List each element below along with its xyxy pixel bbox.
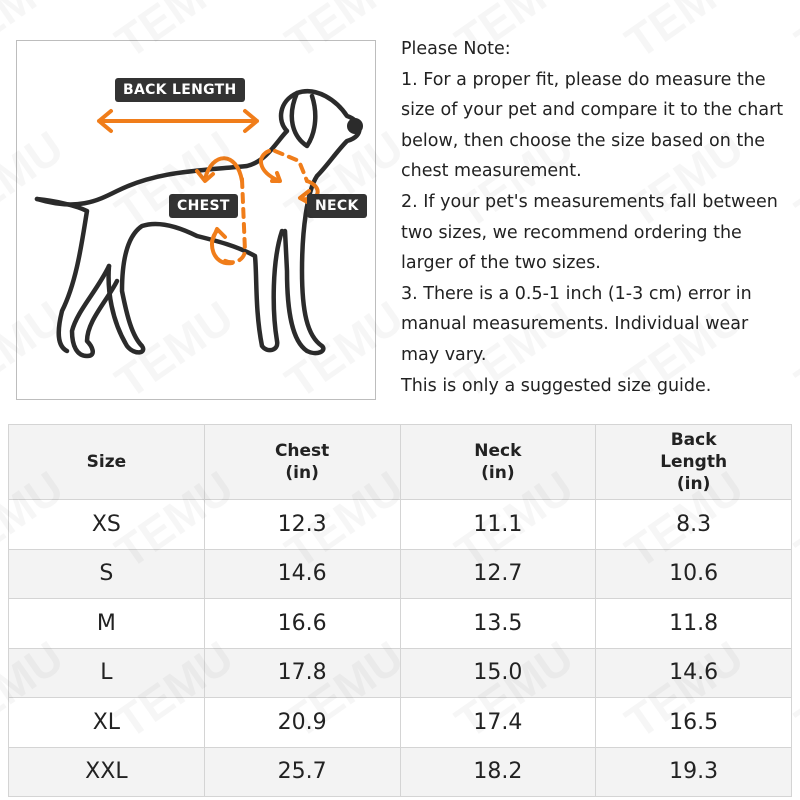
chest-dashed-line: [220, 177, 247, 265]
header-unit: (in): [481, 463, 515, 483]
cell-back-length: 19.3: [595, 746, 792, 797]
header-back-length: Back Length (in): [595, 424, 792, 500]
cell-neck: 17.4: [399, 697, 597, 748]
size-chart-table: Size Chest (in) Neck (in) Back Length (in) X…: [8, 424, 792, 797]
cell-back-length: 10.6: [595, 548, 792, 599]
table-row: S 14.6 12.7 10.6: [8, 548, 792, 599]
dog-hind-leg: [34, 196, 120, 359]
cell-chest: 16.6: [203, 598, 401, 649]
note-heading: Please Note:: [401, 39, 511, 59]
header-text: Neck: [474, 441, 522, 461]
note-line: chest measurement.: [401, 161, 582, 182]
dog-measurement-diagram: BACK LENGTH CHEST NECK: [16, 40, 376, 400]
header-text: Length: [660, 452, 728, 472]
note-line: two sizes, we recommend ordering the: [401, 222, 742, 243]
cell-size: M: [8, 598, 205, 649]
header-text: Back: [670, 430, 717, 450]
note-line: This is only a suggested size guide.: [401, 375, 712, 396]
back-length-arrow: [97, 109, 259, 133]
cell-neck: 11.1: [399, 499, 597, 550]
neck-dashed-line: [273, 149, 309, 183]
chest-arrow-top: [195, 156, 244, 183]
cell-back-length: 8.3: [595, 499, 792, 550]
table-row: L 17.8 15.0 14.6: [8, 647, 792, 698]
cell-size: L: [8, 647, 205, 698]
header-text: Chest: [274, 441, 330, 461]
back-length-label: BACK LENGTH: [115, 78, 245, 102]
cell-chest: 25.7: [203, 746, 401, 797]
cell-back-length: 16.5: [595, 697, 792, 748]
header-size: Size: [8, 424, 205, 500]
cell-chest: 14.6: [203, 548, 401, 599]
table-row: XS 12.3 11.1 8.3: [8, 499, 792, 550]
cell-neck: 15.0: [399, 647, 597, 698]
cell-size: S: [8, 548, 205, 599]
header-text: Size: [86, 452, 127, 472]
cell-neck: 13.5: [399, 598, 597, 649]
note-line: size of your pet and compare it to the c…: [401, 100, 784, 121]
cell-chest: 20.9: [203, 697, 401, 748]
note-line: 3. There is a 0.5-1 inch (1-3 cm) error …: [401, 283, 752, 304]
cell-size: XL: [8, 697, 205, 748]
table-row: XL 20.9 17.4 16.5: [8, 697, 792, 748]
dog-illustration: [34, 89, 363, 359]
note-line: manual measurements. Individual wear: [401, 314, 749, 335]
chest-arrow-bottom: [210, 227, 234, 266]
cell-size: XS: [8, 499, 205, 550]
dog-ear: [289, 90, 318, 149]
header-neck: Neck (in): [399, 424, 597, 500]
table-row: M 16.6 13.5 11.8: [8, 598, 792, 649]
cell-size: XXL: [8, 746, 205, 797]
dog-front-leg: [106, 221, 285, 355]
neck-arrow-left: [259, 149, 282, 183]
table-header-row: Size Chest (in) Neck (in) Back Length (in): [8, 424, 792, 500]
note-line: 1. For a proper fit, please do measure t…: [401, 69, 766, 90]
cell-chest: 17.8: [203, 647, 401, 698]
header-chest: Chest (in): [203, 424, 401, 500]
cell-chest: 12.3: [203, 499, 401, 550]
dog-nose: [347, 118, 363, 134]
chest-label: CHEST: [169, 194, 238, 218]
cell-neck: 12.7: [399, 548, 597, 599]
note-line: larger of the two sizes.: [401, 253, 601, 274]
note-line: below, then choose the size based on the: [401, 130, 766, 151]
header-unit: (in): [285, 463, 319, 483]
size-guide-notes: Please Note: 1. For a proper fit, please…: [401, 34, 796, 401]
cell-back-length: 11.8: [595, 598, 792, 649]
neck-label: NECK: [307, 194, 367, 218]
table-row: XXL 25.7 18.2 19.3: [8, 746, 792, 797]
note-line: 2. If your pet's measurements fall betwe…: [401, 191, 778, 212]
cell-back-length: 14.6: [595, 647, 792, 698]
neck-arrow-right: [298, 179, 320, 205]
header-unit: (in): [676, 474, 711, 494]
cell-neck: 18.2: [399, 746, 597, 797]
note-line: may vary.: [401, 344, 487, 365]
